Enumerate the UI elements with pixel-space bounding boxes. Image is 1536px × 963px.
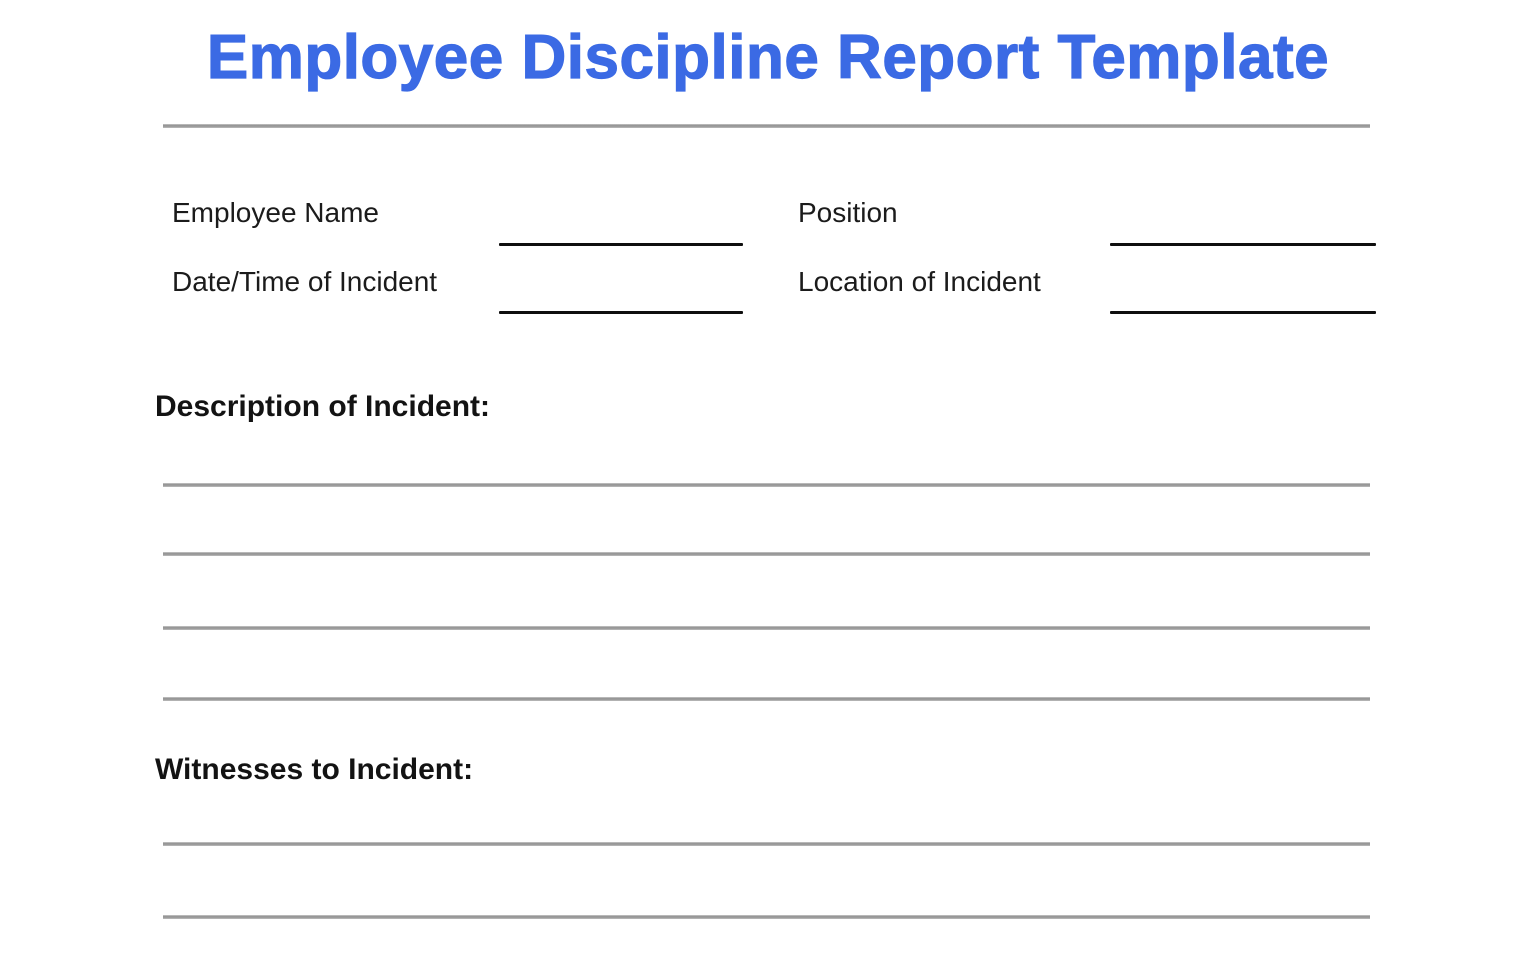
location-of-incident-input-line[interactable] bbox=[1110, 311, 1376, 314]
location-of-incident-label: Location of Incident bbox=[798, 266, 1041, 297]
ruled-line bbox=[163, 552, 1370, 556]
witnesses-input-area[interactable] bbox=[163, 800, 1370, 930]
employee-name-label: Employee Name bbox=[172, 197, 379, 228]
ruled-line bbox=[163, 697, 1370, 701]
page-title: Employee Discipline Report Template bbox=[206, 23, 1330, 92]
description-input-area[interactable] bbox=[163, 440, 1370, 710]
title-divider bbox=[163, 124, 1370, 128]
witnesses-to-incident-heading: Witnesses to Incident: bbox=[155, 753, 474, 786]
description-of-incident-heading: Description of Incident: bbox=[155, 390, 491, 423]
date-time-of-incident-input-line[interactable] bbox=[499, 311, 743, 314]
ruled-line bbox=[163, 915, 1370, 919]
ruled-line bbox=[163, 483, 1370, 487]
position-label: Position bbox=[798, 197, 898, 228]
date-time-of-incident-label: Date/Time of Incident bbox=[172, 266, 438, 297]
ruled-line bbox=[163, 842, 1370, 846]
position-input-line[interactable] bbox=[1110, 243, 1376, 246]
employee-name-input-line[interactable] bbox=[499, 243, 743, 246]
ruled-line bbox=[163, 626, 1370, 630]
